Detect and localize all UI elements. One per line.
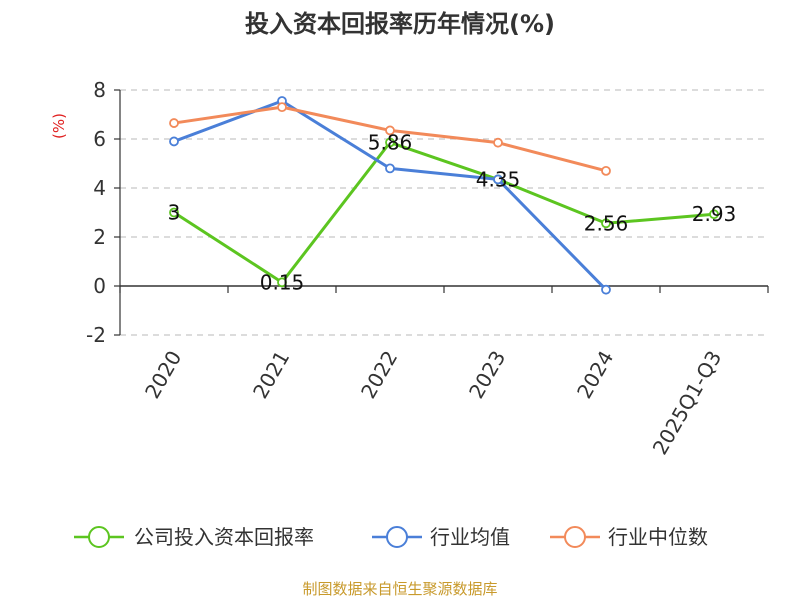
legend-marker-icon [564, 526, 586, 548]
legend-label: 公司投入资本回报率 [134, 525, 314, 549]
data-point [493, 137, 503, 148]
legend[interactable]: 公司投入资本回报率 行业均值 行业中位数 [74, 525, 708, 549]
x-tick-label: 2020 [140, 347, 186, 403]
series-2 [169, 102, 611, 176]
data-point [169, 118, 179, 128]
x-tick-label: 2021 [248, 347, 294, 403]
legend-item-0[interactable]: 公司投入资本回报率 [74, 525, 314, 549]
data-point [385, 163, 395, 174]
grid-lines [120, 89, 768, 336]
y-tick-label: -2 [86, 323, 106, 347]
legend-label: 行业中位数 [608, 525, 708, 549]
source-note: 制图数据来自恒生聚源数据库 [302, 580, 498, 598]
y-tick-label: 8 [93, 78, 106, 102]
data-point [169, 136, 179, 147]
data-label: 2.93 [692, 202, 737, 226]
data-point [601, 218, 611, 229]
series-line [173, 140, 715, 284]
x-tick-label: 2023 [464, 347, 510, 403]
data-point [709, 209, 719, 220]
legend-item-2[interactable]: 行业中位数 [550, 525, 708, 549]
series-lines [169, 96, 719, 295]
data-label: 3 [168, 201, 181, 225]
data-label: 5.86 [368, 130, 413, 154]
legend-item-1[interactable]: 行业均值 [372, 525, 510, 549]
data-point [385, 125, 395, 136]
data-label: 2.56 [584, 211, 629, 235]
y-tick-label: 6 [93, 127, 106, 151]
x-tick-label: 2022 [356, 347, 402, 403]
data-point [601, 284, 611, 295]
data-label: 4.35 [476, 167, 521, 191]
data-point [277, 277, 287, 288]
y-tick-label: 4 [93, 176, 106, 200]
data-labels: 3 0.15 5.86 4.35 2.56 2.93 [168, 130, 737, 294]
legend-label: 行业均值 [430, 525, 510, 549]
data-point [601, 165, 611, 176]
y-axis-unit-label: (%) [50, 113, 68, 139]
data-point [277, 102, 287, 113]
series-0 [169, 137, 719, 288]
legend-marker-icon [88, 526, 110, 548]
x-tick-label: 2024 [572, 347, 618, 403]
y-tick-label: 0 [93, 274, 106, 298]
legend-marker-icon [386, 526, 408, 548]
data-point [385, 137, 395, 148]
y-tick-label: 2 [93, 225, 106, 249]
data-point [169, 207, 179, 218]
data-label: 0.15 [260, 270, 305, 294]
x-tick-label: 2025Q1-Q3 [648, 347, 727, 459]
data-point [493, 174, 503, 185]
chart-title: 投入资本回报率历年情况(%) [245, 10, 555, 38]
